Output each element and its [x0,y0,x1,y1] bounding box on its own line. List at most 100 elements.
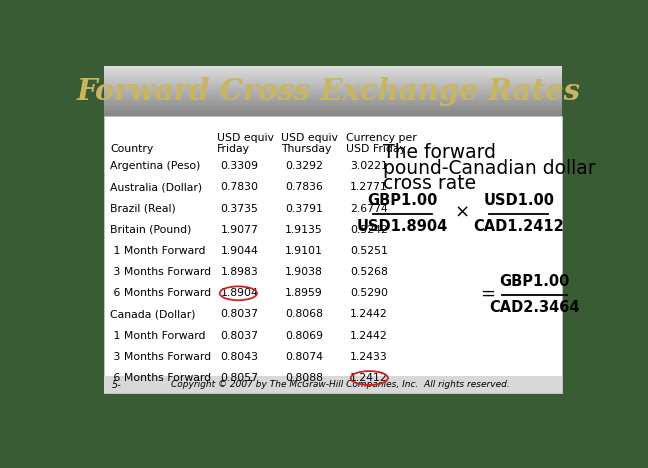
Bar [104,83,562,84]
Text: 0.7836: 0.7836 [285,183,323,192]
Text: 3 Months Forward: 3 Months Forward [110,352,212,362]
Text: 1.9101: 1.9101 [285,246,323,256]
Text: Thursday: Thursday [281,144,331,154]
Text: 0.5251: 0.5251 [350,246,388,256]
Bar [104,104,562,105]
Text: 0.8037: 0.8037 [220,331,259,341]
Bar [104,116,562,394]
Text: 1 Month Forward: 1 Month Forward [110,331,206,341]
Bar [104,106,562,107]
Text: 0.8068: 0.8068 [285,309,323,320]
Text: Copyright © 2007 by The McGraw-Hill Companies, Inc.  All rights reserved.: Copyright © 2007 by The McGraw-Hill Comp… [171,380,510,389]
Text: 1.2442: 1.2442 [350,309,388,320]
Text: USD equiv: USD equiv [216,133,273,143]
Text: GBP1.00: GBP1.00 [499,274,570,289]
Bar [104,115,562,116]
Bar [104,81,562,82]
Text: Currency per: Currency per [346,133,417,143]
Bar [104,101,562,102]
Bar [104,96,562,97]
Bar [104,103,562,104]
Text: Australia (Dollar): Australia (Dollar) [110,183,203,192]
Bar [104,86,562,87]
Bar [104,95,562,96]
Text: 2.6774: 2.6774 [350,204,388,213]
Text: 0.8069: 0.8069 [285,331,323,341]
Bar [104,90,562,91]
Text: 1 Month Forward: 1 Month Forward [110,246,206,256]
Text: 0.8043: 0.8043 [220,352,259,362]
Bar [104,89,562,90]
Text: 0.3791: 0.3791 [285,204,323,213]
Bar [104,76,562,77]
Text: 0.3735: 0.3735 [220,204,259,213]
Text: USD1.8904: USD1.8904 [357,219,448,234]
Text: CAD1.2412: CAD1.2412 [474,219,564,234]
Text: USD equiv: USD equiv [281,133,338,143]
Bar [104,94,562,95]
Text: 1.9038: 1.9038 [285,267,323,277]
Text: 3.0221: 3.0221 [350,161,388,171]
Text: 6 Months Forward: 6 Months Forward [110,288,212,298]
Bar [104,67,562,68]
Bar [104,108,562,109]
Text: 1.2442: 1.2442 [350,331,388,341]
Text: Britain (Pound): Britain (Pound) [110,225,192,235]
Text: 1.8959: 1.8959 [285,288,323,298]
Text: pound-Canadian dollar: pound-Canadian dollar [383,159,596,177]
Text: 1.2771: 1.2771 [350,183,388,192]
Bar [104,112,562,113]
Bar [104,105,562,106]
Bar [104,114,562,115]
Text: The forward: The forward [383,143,496,162]
Bar [104,82,562,83]
Text: 0.8088: 0.8088 [285,373,323,383]
Text: 0.5242: 0.5242 [350,225,388,235]
Bar [104,97,562,98]
Text: Canada (Dollar): Canada (Dollar) [110,309,196,320]
Text: 1.2433: 1.2433 [350,352,388,362]
Bar [104,75,562,76]
Bar [104,107,562,108]
Bar [104,111,562,112]
Bar [104,91,562,92]
Text: Friday: Friday [216,144,249,154]
Bar [104,80,562,81]
Text: 1.2412: 1.2412 [350,373,388,383]
Bar [104,92,562,93]
Text: 5-: 5- [112,380,122,390]
Bar [104,70,562,71]
Bar [104,87,562,88]
Bar [104,66,562,67]
Text: cross rate: cross rate [383,174,476,193]
Text: Country: Country [110,144,154,154]
Bar [104,78,562,79]
Text: USD1.00: USD1.00 [483,193,555,208]
Text: Argentina (Peso): Argentina (Peso) [110,161,201,171]
Bar [104,376,562,394]
Text: 1.9135: 1.9135 [285,225,323,235]
Text: 0.3292: 0.3292 [285,161,323,171]
Text: 1.9044: 1.9044 [220,246,259,256]
Bar [104,100,562,101]
Bar [104,85,562,86]
Text: =: = [480,285,495,302]
Text: 1.8904: 1.8904 [220,288,259,298]
Bar [104,110,562,111]
Bar [104,71,562,72]
Bar [104,72,562,73]
Bar [104,68,562,69]
Bar [104,93,562,94]
Text: 6 Months Forward: 6 Months Forward [110,373,212,383]
Text: 1.9077: 1.9077 [220,225,259,235]
Bar [104,74,562,75]
Text: USD Friday: USD Friday [346,144,406,154]
Text: Forward Cross Exchange Rates: Forward Cross Exchange Rates [77,77,581,106]
Bar [104,69,562,70]
Text: 0.5290: 0.5290 [350,288,388,298]
Text: 0.8037: 0.8037 [220,309,259,320]
Bar [104,99,562,100]
Bar [104,73,562,74]
Bar [104,84,562,85]
Bar [104,109,562,110]
